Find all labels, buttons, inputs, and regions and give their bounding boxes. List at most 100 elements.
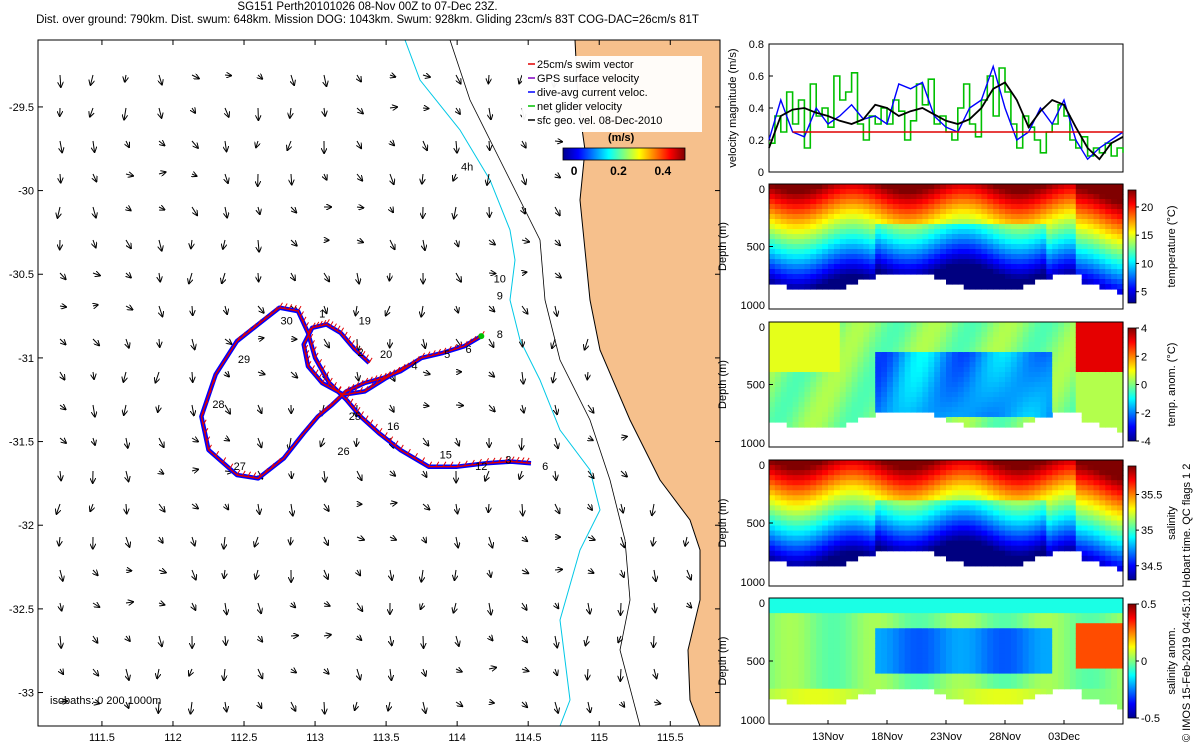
section-cell [780, 322, 788, 328]
velocity-arrow [423, 470, 427, 477]
section-cell [1064, 475, 1071, 481]
section-cell [934, 229, 941, 235]
section-cell [910, 663, 918, 670]
section-cell [1034, 342, 1041, 348]
section-cell [816, 264, 823, 270]
section-cell [1022, 397, 1030, 403]
section-cell [774, 244, 782, 250]
section-cell [910, 264, 918, 270]
section-cell [993, 545, 1000, 552]
section-cell [940, 520, 947, 527]
section-cell [1117, 480, 1124, 486]
section-cell [822, 347, 829, 353]
section-cell [810, 332, 817, 338]
section-cell [934, 392, 941, 398]
velocity-arrow [290, 239, 297, 246]
velocity-arrow [57, 503, 61, 514]
cb-tick-label: 0 [1141, 380, 1147, 392]
velocity-arrow [390, 668, 391, 680]
section-cell [946, 239, 953, 245]
section-cell [822, 460, 829, 466]
section-cell [928, 500, 935, 506]
section-cell [928, 490, 935, 496]
section-cell [1005, 555, 1012, 562]
section-cell [833, 229, 841, 235]
section-cell [828, 387, 835, 393]
section-cell [1093, 219, 1100, 225]
section-cell [969, 357, 977, 363]
section-cell [1040, 407, 1047, 413]
section-cell [804, 688, 811, 695]
section-cell [1075, 342, 1083, 348]
section-cell [792, 540, 800, 547]
section-cell [1040, 322, 1047, 328]
swim-vector-tick [368, 376, 373, 382]
section-cell [851, 412, 859, 418]
section-cell [916, 475, 923, 481]
section-cell [792, 382, 800, 388]
section-cell [1093, 412, 1100, 418]
section-cell [833, 337, 841, 343]
section-cell [904, 372, 912, 378]
section-cell [975, 545, 982, 552]
section-cell [1075, 239, 1083, 245]
section-cell [875, 515, 882, 522]
section-cell [904, 189, 912, 195]
section-cell [774, 460, 782, 466]
velocity-arrow [60, 635, 61, 648]
velocity-arrow [257, 305, 264, 313]
section-cell [898, 525, 906, 532]
section-cell [892, 658, 900, 665]
section-cell [792, 412, 800, 418]
section-cell [845, 550, 853, 557]
section-cell [892, 269, 900, 275]
section-cell [1064, 465, 1071, 471]
section-cell [798, 495, 805, 501]
velocity-arrow [357, 272, 359, 284]
section-cell [904, 525, 912, 532]
section-cell [928, 673, 935, 680]
velocity-arrow [256, 140, 258, 147]
section-cell [922, 683, 929, 690]
section-cell [845, 382, 853, 388]
section-cell [969, 184, 977, 190]
section-cell [816, 332, 823, 338]
section-cell [822, 244, 829, 250]
section-cell [916, 224, 923, 230]
section-cell [963, 204, 971, 210]
section-cell [957, 189, 965, 195]
section-cell [816, 505, 823, 511]
section-cell [922, 668, 929, 675]
section-cell [1075, 505, 1083, 511]
section-cell [769, 668, 776, 675]
section-cell [792, 274, 800, 280]
section-cell [981, 279, 988, 285]
section-cell [975, 530, 982, 537]
section-cell [957, 209, 965, 215]
section-cell [774, 194, 782, 200]
section-cell [1028, 229, 1036, 235]
section-cell [1010, 377, 1018, 383]
section-cell [1064, 392, 1071, 398]
section-cell [1016, 525, 1024, 532]
section-cell [845, 688, 853, 695]
section-cell [969, 382, 977, 388]
velocity-arrow [323, 603, 330, 606]
section-cell [869, 515, 876, 522]
velocity-arrow [223, 239, 225, 249]
swim-vector-tick [359, 386, 363, 393]
section-cell [946, 259, 953, 265]
section-cell [993, 224, 1000, 230]
section-cell [1064, 407, 1071, 413]
section-cell [833, 209, 841, 215]
velocity-arrow [159, 272, 160, 282]
section-cell [892, 598, 900, 604]
section-cell [1069, 402, 1077, 408]
section-cell [769, 470, 776, 476]
section-cell [1111, 545, 1118, 552]
section-cell [993, 332, 1000, 338]
section-cell [1075, 515, 1083, 522]
section-cell [863, 189, 870, 195]
section-cell [969, 412, 977, 418]
section-cell [845, 224, 853, 230]
